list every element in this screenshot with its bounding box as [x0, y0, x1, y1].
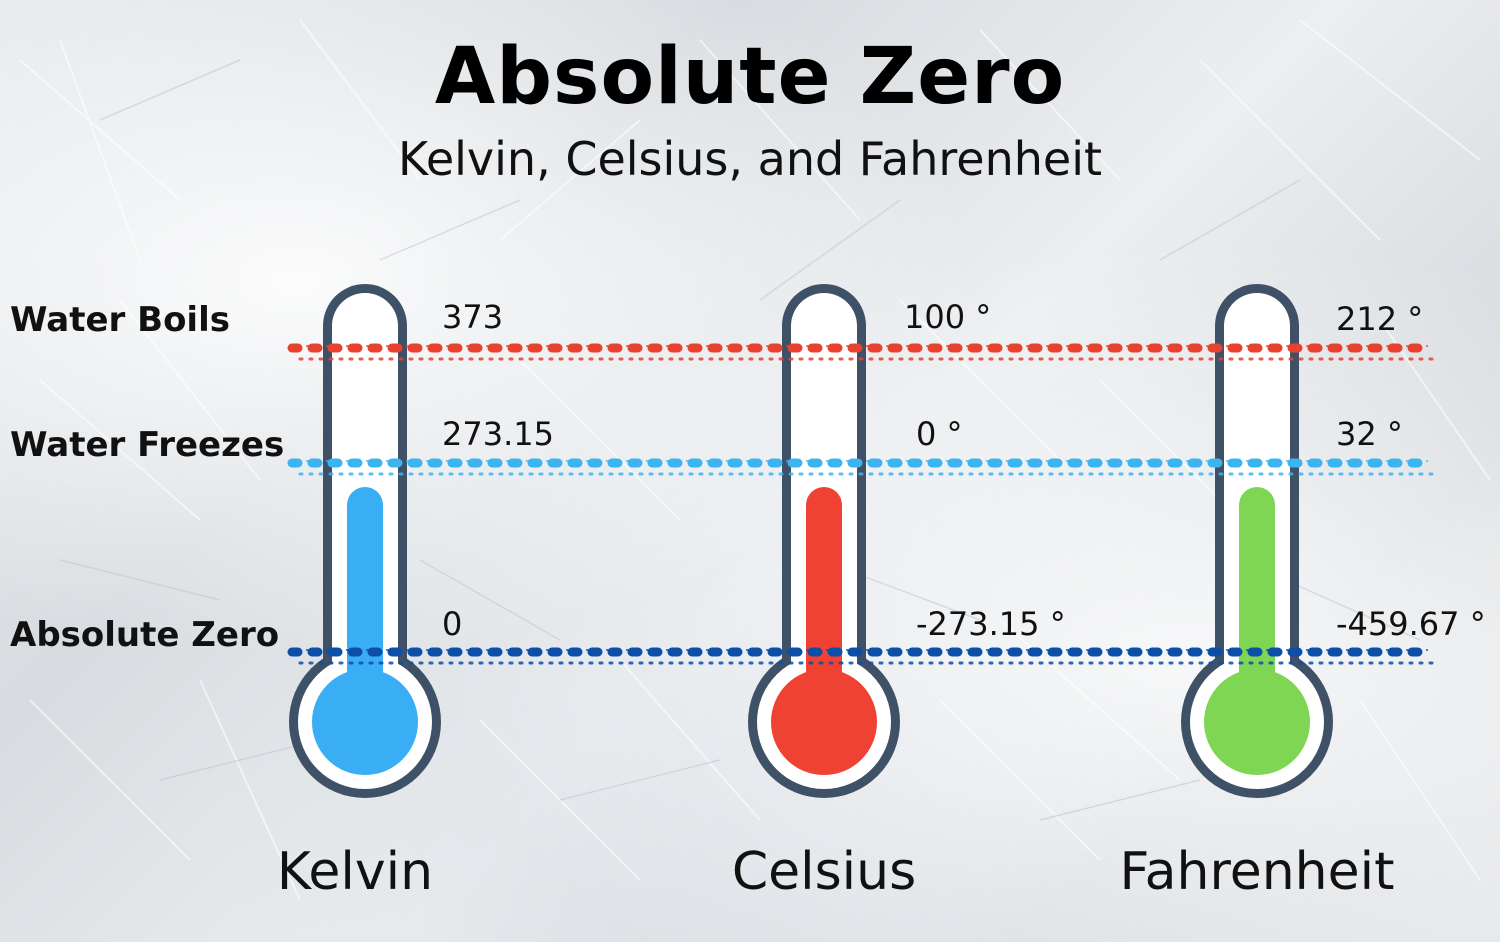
water-freezes-line [287, 458, 1438, 476]
kelvin-liquid-bulb [312, 669, 418, 775]
celsius-thermometer [748, 284, 900, 798]
fahrenheit-freezes-value: 32 ° [1336, 415, 1403, 453]
fahrenheit-absolute-zero-value: -459.67 ° [1336, 605, 1486, 643]
scale-name-kelvin: Kelvin [276, 842, 434, 902]
water-boils-line [287, 343, 1438, 361]
scale-name-fahrenheit: Fahrenheit [1119, 842, 1395, 902]
absolute-zero-line [287, 647, 1438, 665]
kelvin-freezes-value: 273.15 [442, 415, 554, 453]
fahrenheit-thermometer [1181, 284, 1333, 798]
row-label-water-freezes: Water Freezes [10, 425, 285, 465]
celsius-absolute-zero-value: -273.15 ° [916, 605, 1066, 643]
celsius-liquid-column [806, 487, 842, 727]
celsius-liquid-bulb [771, 669, 877, 775]
page-title: Absolute Zero [434, 32, 1066, 122]
kelvin-thermometer [289, 284, 441, 798]
fahrenheit-boils-value: 212 ° [1336, 300, 1424, 338]
page-subtitle: Kelvin, Celsius, and Fahrenheit [397, 132, 1103, 186]
celsius-freezes-value: 0 ° [916, 415, 963, 453]
kelvin-boils-value: 373 [442, 298, 504, 336]
scale-name-celsius: Celsius [731, 842, 917, 902]
row-label-absolute-zero: Absolute Zero [10, 615, 280, 655]
kelvin-liquid-column [347, 487, 383, 727]
fahrenheit-liquid-column [1239, 487, 1275, 727]
celsius-boils-value: 100 ° [904, 298, 992, 336]
fahrenheit-liquid-bulb [1204, 669, 1310, 775]
kelvin-absolute-zero-value: 0 [442, 605, 463, 643]
row-label-water-boils: Water Boils [10, 300, 230, 340]
